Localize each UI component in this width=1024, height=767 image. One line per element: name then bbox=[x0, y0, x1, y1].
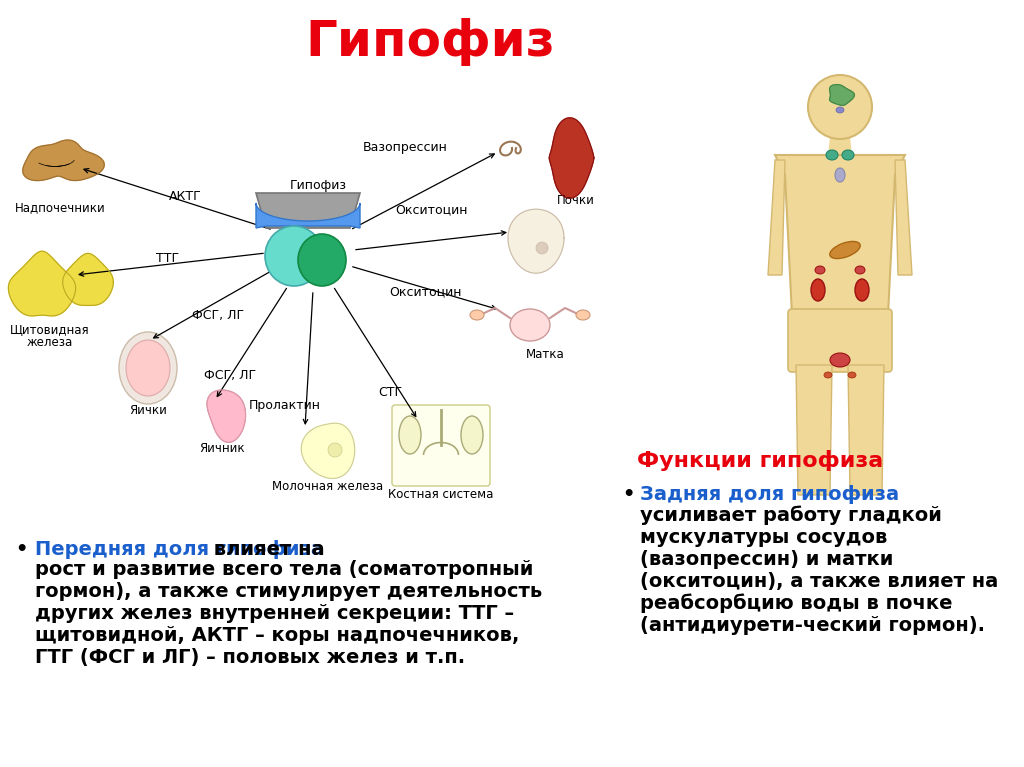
Text: Молочная железа: Молочная железа bbox=[272, 480, 384, 493]
Polygon shape bbox=[8, 252, 76, 316]
Text: ФСГ, ЛГ: ФСГ, ЛГ bbox=[204, 368, 256, 381]
Text: Функции гипофиза: Функции гипофиза bbox=[637, 450, 883, 471]
Text: рост и развитие всего тела (соматотропный
гормон), а также стимулирует деятельно: рост и развитие всего тела (соматотропны… bbox=[35, 560, 543, 667]
Text: •: • bbox=[15, 540, 28, 559]
Ellipse shape bbox=[298, 234, 346, 286]
Text: Вазопрессин: Вазопрессин bbox=[362, 141, 447, 154]
Text: СТГ: СТГ bbox=[378, 386, 402, 399]
Text: Окситоцин: Окситоцин bbox=[389, 285, 461, 298]
Ellipse shape bbox=[835, 168, 845, 182]
Ellipse shape bbox=[126, 340, 170, 396]
Ellipse shape bbox=[855, 266, 865, 274]
Polygon shape bbox=[23, 140, 104, 180]
Polygon shape bbox=[256, 193, 360, 228]
FancyBboxPatch shape bbox=[392, 405, 490, 486]
Polygon shape bbox=[828, 137, 852, 155]
Text: Яички: Яички bbox=[129, 403, 167, 416]
Ellipse shape bbox=[842, 150, 854, 160]
Circle shape bbox=[808, 75, 872, 139]
Text: АКТГ: АКТГ bbox=[169, 189, 202, 202]
Polygon shape bbox=[768, 160, 785, 275]
Text: ФСГ, ЛГ: ФСГ, ЛГ bbox=[191, 310, 244, 322]
Text: Задняя доля гипофиза: Задняя доля гипофиза bbox=[640, 485, 899, 504]
Polygon shape bbox=[829, 84, 854, 105]
Ellipse shape bbox=[811, 279, 825, 301]
Ellipse shape bbox=[510, 309, 550, 341]
Ellipse shape bbox=[119, 332, 177, 404]
Text: Гипофиз: Гипофиз bbox=[290, 179, 346, 193]
Polygon shape bbox=[207, 390, 246, 443]
Ellipse shape bbox=[855, 279, 869, 301]
FancyBboxPatch shape bbox=[788, 309, 892, 372]
Polygon shape bbox=[549, 118, 594, 198]
Polygon shape bbox=[256, 203, 360, 228]
Polygon shape bbox=[796, 365, 831, 495]
Ellipse shape bbox=[830, 353, 850, 367]
Text: Надпочечники: Надпочечники bbox=[14, 202, 105, 215]
Polygon shape bbox=[895, 160, 912, 275]
Text: Щитовидная: Щитовидная bbox=[10, 324, 90, 337]
Polygon shape bbox=[301, 423, 354, 479]
Text: Пролактин: Пролактин bbox=[249, 399, 321, 412]
Ellipse shape bbox=[824, 372, 831, 378]
Text: Костная система: Костная система bbox=[388, 489, 494, 502]
Polygon shape bbox=[62, 253, 114, 305]
Text: ТТГ: ТТГ bbox=[157, 252, 179, 265]
Polygon shape bbox=[508, 209, 564, 273]
Ellipse shape bbox=[575, 310, 590, 320]
Ellipse shape bbox=[470, 310, 484, 320]
Text: Гипофиз: Гипофиз bbox=[305, 18, 555, 66]
Ellipse shape bbox=[836, 107, 844, 113]
Text: влияет на: влияет на bbox=[207, 540, 325, 559]
Text: Передняя доля гипофиза: Передняя доля гипофиза bbox=[35, 540, 324, 559]
Text: Окситоцин: Окситоцин bbox=[395, 203, 468, 216]
Ellipse shape bbox=[826, 150, 838, 160]
Text: •: • bbox=[622, 485, 635, 504]
Text: Матка: Матка bbox=[525, 348, 564, 361]
Circle shape bbox=[536, 242, 548, 254]
Text: Почки: Почки bbox=[557, 193, 595, 206]
Text: Яичник: Яичник bbox=[200, 442, 245, 455]
Polygon shape bbox=[848, 365, 884, 495]
Ellipse shape bbox=[265, 226, 323, 286]
Text: усиливает работу гладкой
мускулатуры сосудов
(вазопрессин) и матки
(окситоцин), : усиливает работу гладкой мускулатуры сос… bbox=[640, 505, 998, 635]
Text: железа: железа bbox=[27, 335, 73, 348]
Polygon shape bbox=[775, 155, 905, 315]
Ellipse shape bbox=[848, 372, 856, 378]
Ellipse shape bbox=[829, 242, 860, 258]
Circle shape bbox=[328, 443, 342, 457]
Ellipse shape bbox=[461, 416, 483, 454]
Ellipse shape bbox=[815, 266, 825, 274]
Ellipse shape bbox=[399, 416, 421, 454]
